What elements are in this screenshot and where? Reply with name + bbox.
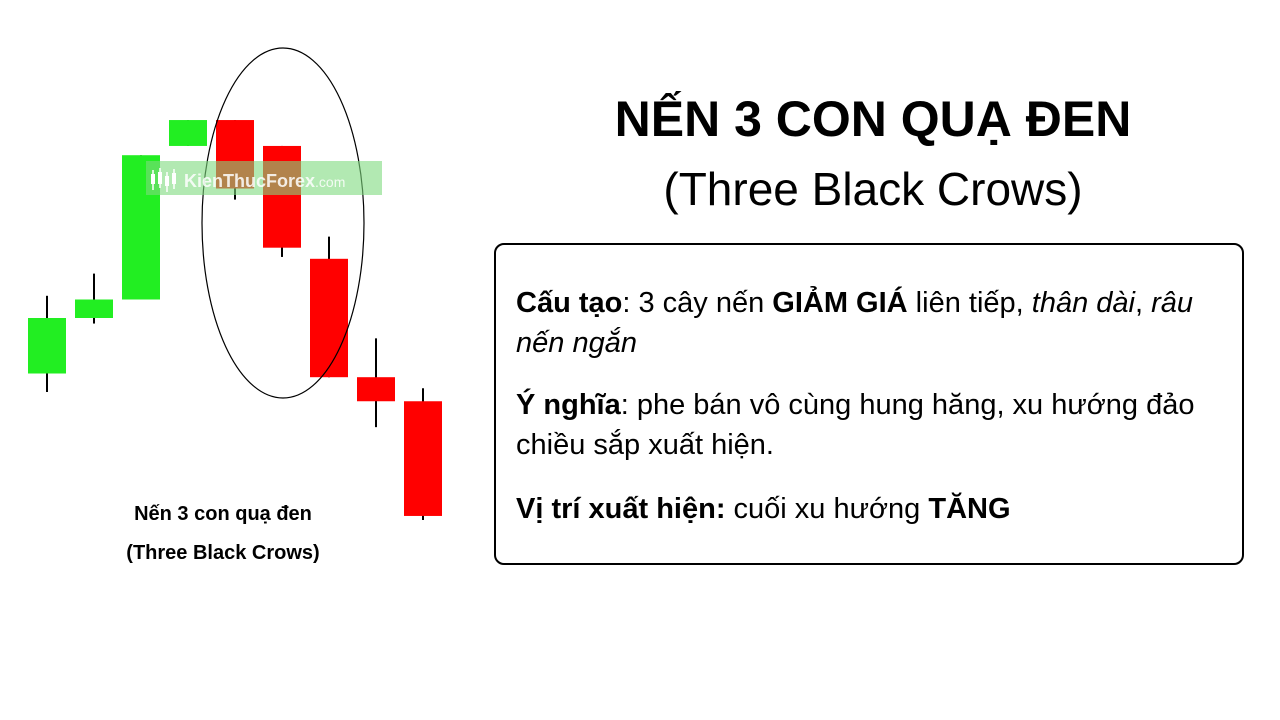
position-label: Vị trí xuất hiện: bbox=[516, 493, 726, 525]
watermark: KienThucForex.com bbox=[146, 161, 382, 195]
position-text: cuối xu hướng bbox=[725, 493, 929, 525]
position-paragraph: Vị trí xuất hiện: cuối xu hướng TĂNG bbox=[516, 489, 1222, 529]
structure-bold: GIẢM GIÁ bbox=[772, 287, 908, 319]
info-box: Cấu tạo: 3 cây nến GIẢM GIÁ liên tiếp, t… bbox=[494, 243, 1244, 565]
meaning-paragraph: Ý nghĩa: phe bán vô cùng hung hăng, xu h… bbox=[516, 385, 1222, 465]
watermark-logo-icon bbox=[151, 168, 176, 192]
svg-text:KienThucForex.com: KienThucForex.com bbox=[184, 171, 345, 191]
page-subtitle: (Three Black Crows) bbox=[663, 163, 1083, 215]
bullish-candle bbox=[75, 299, 113, 318]
structure-italic-1: thân dài bbox=[1031, 287, 1135, 319]
bullish-candle bbox=[28, 318, 66, 374]
structure-italic-2: râu nến ngắn bbox=[516, 287, 1194, 359]
bullish-candle bbox=[169, 120, 207, 146]
meaning-text: : phe bán vô cùng hung hăng, xu hướng đả… bbox=[516, 389, 1195, 461]
highlight-ellipse bbox=[201, 47, 365, 399]
three-black-crows-chart: KienThucForex.com bbox=[28, 47, 442, 520]
structure-text-2: liên tiếp, bbox=[907, 287, 1032, 319]
bearish-candle bbox=[404, 401, 442, 516]
chart-caption-vietnamese: Nến 3 con quạ đen bbox=[134, 503, 312, 525]
structure-text-1: : 3 cây nến bbox=[622, 287, 773, 319]
bearish-candle bbox=[310, 258, 348, 378]
watermark-main-text: KienThucForex bbox=[184, 171, 315, 191]
chart-caption-english: (Three Black Crows) bbox=[126, 542, 320, 564]
bearish-candle bbox=[357, 377, 395, 402]
position-bold: TĂNG bbox=[928, 493, 1011, 525]
structure-paragraph: Cấu tạo: 3 cây nến GIẢM GIÁ liên tiếp, t… bbox=[516, 283, 1222, 363]
page-title: NẾN 3 CON QUẠ ĐEN bbox=[614, 91, 1132, 147]
structure-label: Cấu tạo bbox=[516, 287, 623, 319]
meaning-label: Ý nghĩa bbox=[516, 389, 621, 421]
watermark-background bbox=[146, 161, 382, 195]
structure-text-3: , bbox=[1134, 287, 1152, 319]
watermark-suffix-text: .com bbox=[315, 174, 345, 190]
